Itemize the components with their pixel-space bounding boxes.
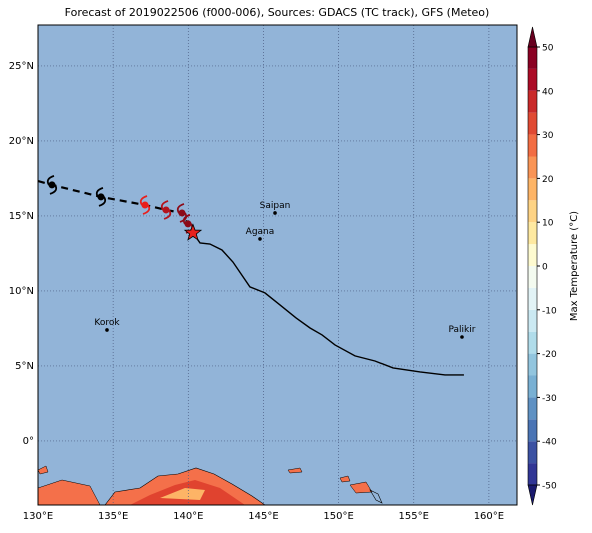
y-tick-label: 15°N [9, 211, 34, 222]
place-label: Saipan [260, 201, 291, 211]
colorbar-tick-label: 40 [542, 87, 554, 97]
storm-eye [178, 209, 186, 217]
y-tick-label: 10°N [9, 286, 34, 297]
x-tick-label: 140°E [173, 511, 203, 522]
colorbar-tick-label: -10 [542, 306, 557, 316]
colorbar-tick-label: -30 [542, 394, 557, 404]
colorbar-tick-label: 30 [542, 131, 554, 141]
forecast-track [192, 232, 464, 376]
colorbar-band [528, 353, 537, 376]
colorbar-band [528, 156, 537, 179]
map-frame [37, 24, 518, 506]
colorbar-tick-label: 10 [542, 219, 554, 229]
storm-arm [160, 200, 172, 220]
colorbar-tick-label: 0 [542, 263, 548, 273]
y-tick-label: 25°N [9, 61, 34, 72]
colorbar-tick-label: -40 [542, 438, 557, 448]
colorbar-label: Max Temperature (°C) [569, 211, 580, 321]
place-dot [273, 211, 277, 215]
colorbar-band [528, 397, 537, 420]
storm-eye [97, 193, 105, 201]
colorbar-band [528, 178, 537, 201]
colorbar-band [528, 309, 537, 332]
x-tick-label: 160°E [474, 511, 504, 522]
colorbar-band [528, 90, 537, 113]
storm-eye [141, 201, 149, 209]
place-label: Agana [246, 227, 275, 237]
plot-layer: Saipan Agana Korok Palikir [38, 25, 517, 505]
storm-symbol [176, 203, 188, 223]
colorbar-band [528, 331, 537, 354]
storm-arm [95, 187, 107, 207]
colorbar-band [528, 266, 537, 288]
colorbar-extend-max [527, 26, 538, 48]
x-tick-label: 135°E [98, 511, 128, 522]
colorbar-extend-min [527, 484, 538, 506]
colorbar-band [528, 200, 537, 223]
map-title: Forecast of 2019022506 (f000-006), Sourc… [65, 6, 490, 19]
colorbar-band [528, 222, 537, 245]
colorbar-band [528, 112, 537, 135]
colorbar-band [528, 134, 537, 157]
colorbar-band [528, 375, 537, 398]
storm-symbol [95, 187, 107, 207]
colorbar-tick-label: 50 [542, 44, 554, 54]
y-tick-label: 5°N [15, 361, 34, 372]
x-tick-label: 155°E [399, 511, 429, 522]
colorbar-band [528, 244, 537, 266]
storm-arm [139, 195, 151, 215]
colorbar-tick-label: 20 [542, 175, 554, 185]
place-dot [460, 335, 464, 339]
land [38, 465, 383, 505]
colorbar-band [528, 47, 537, 69]
colorbar-band [528, 419, 537, 442]
storm-symbol [160, 200, 172, 220]
colorbar-band [528, 441, 537, 464]
ocean [38, 25, 517, 505]
colorbar-band [528, 68, 537, 91]
x-tick-label: 145°E [248, 511, 278, 522]
storm-symbol [46, 175, 58, 195]
y-tick-label: 20°N [9, 136, 34, 147]
colorbar-tick-label: -20 [542, 350, 557, 360]
place-label: Palikir [449, 325, 476, 335]
storm-eye [162, 206, 170, 214]
storm-eye [184, 220, 192, 228]
storm-eye [48, 181, 56, 189]
x-tick-label: 130°E [23, 511, 53, 522]
colorbar-band [528, 287, 537, 310]
storm-arm [46, 175, 58, 195]
storm-arm [176, 203, 188, 223]
storm-symbol [139, 195, 151, 215]
colorbar-tick-label: -50 [542, 482, 557, 492]
place-dot [258, 237, 262, 241]
y-tick-label: 0° [23, 436, 34, 447]
current-position [183, 223, 203, 241]
x-tick-label: 150°E [323, 511, 353, 522]
place-dot [105, 328, 109, 332]
colorbar-band [528, 463, 537, 485]
place-label: Korok [94, 318, 120, 328]
